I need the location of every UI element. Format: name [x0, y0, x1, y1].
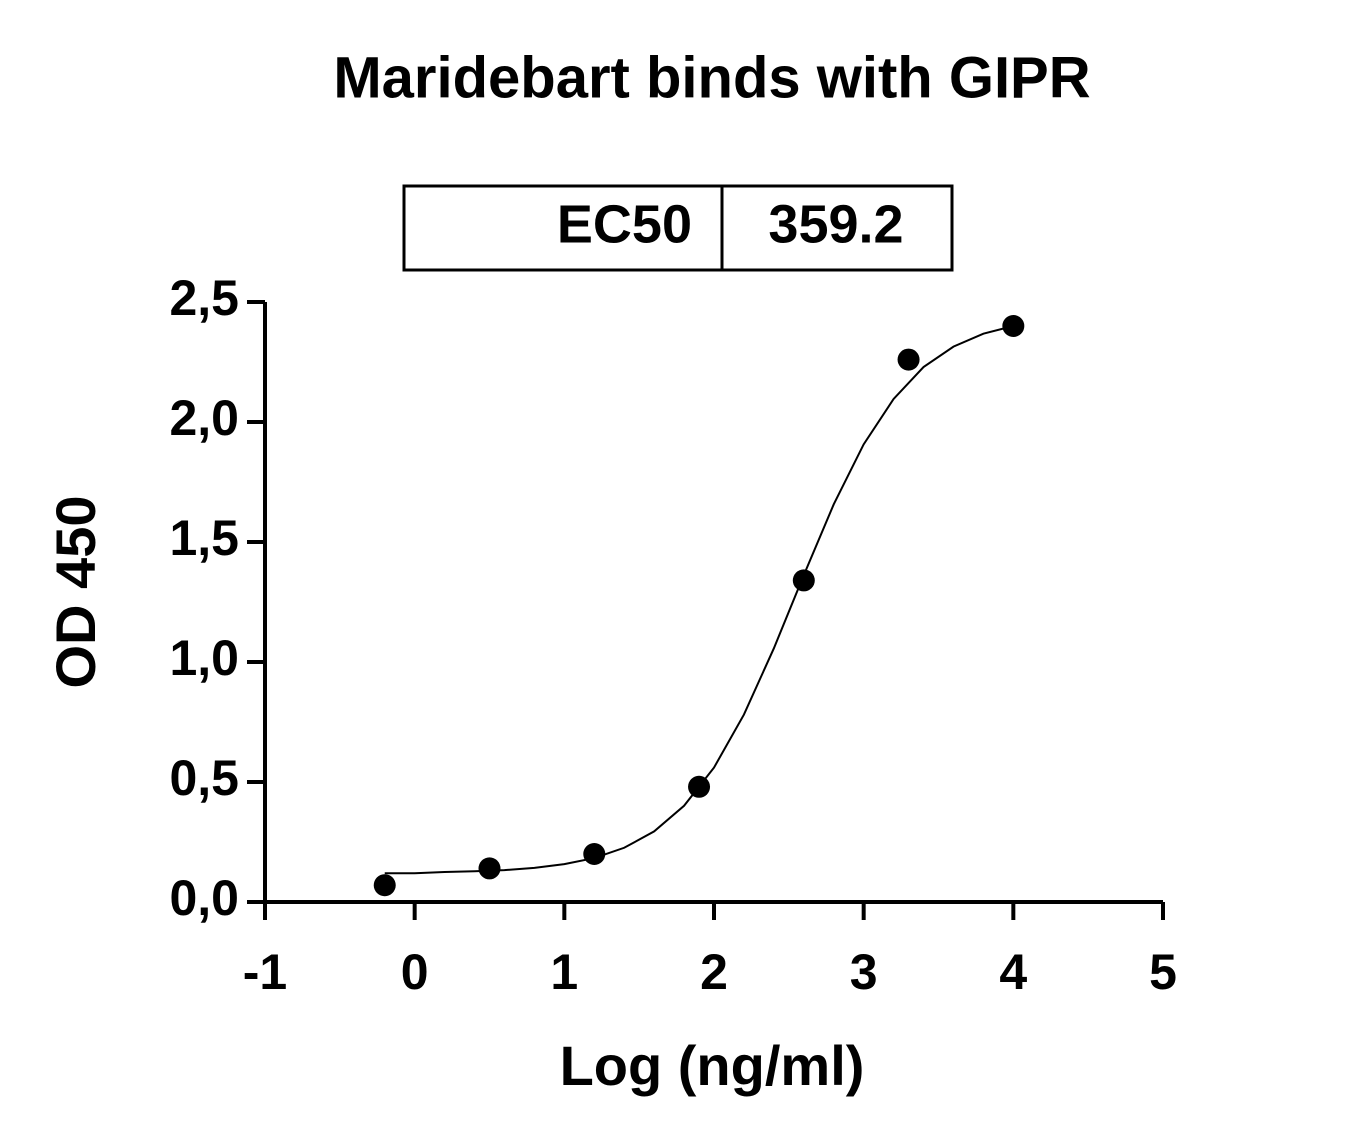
data-point — [897, 348, 920, 371]
x-tick-label: 4 — [999, 944, 1027, 1000]
x-tick-label: 3 — [850, 944, 878, 1000]
chart-title: Maridebart binds with GIPR — [333, 45, 1090, 110]
y-tick-label: 2,5 — [169, 270, 239, 326]
y-tick-label: 0,0 — [169, 870, 239, 926]
y-tick-label: 2,0 — [169, 390, 239, 446]
y-tick-label: 1,5 — [169, 510, 239, 566]
y-tick-label: 0,5 — [169, 750, 239, 806]
data-point — [373, 874, 396, 897]
y-tick-label: 1,0 — [169, 630, 239, 686]
x-tick-label: 0 — [401, 944, 429, 1000]
ec50-label: EC50 — [557, 194, 692, 254]
data-point — [1002, 315, 1025, 337]
x-axis-label: Log (ng/ml) — [560, 1034, 865, 1097]
x-tick-label: 1 — [550, 944, 578, 1000]
x-tick-label: 2 — [700, 944, 728, 1000]
x-tick-label: 5 — [1149, 944, 1177, 1000]
data-point — [478, 857, 501, 880]
x-tick-label: -1 — [243, 944, 287, 1000]
y-axis-label: OD 450 — [44, 496, 107, 689]
data-point — [688, 775, 711, 798]
data-point — [583, 843, 606, 865]
data-point — [792, 569, 815, 592]
ec50-box — [402, 184, 954, 272]
ec50-value: 359.2 — [768, 194, 903, 254]
